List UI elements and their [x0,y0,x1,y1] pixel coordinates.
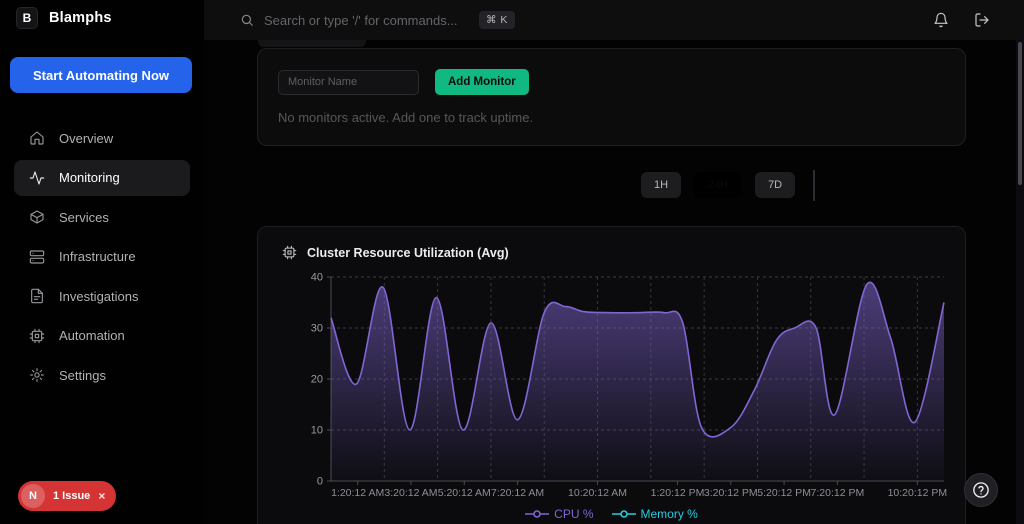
package-icon [30,210,44,224]
legend-label: CPU % [554,507,594,521]
svg-text:5:20:12 AM: 5:20:12 AM [438,487,491,499]
cpu-icon [29,328,45,343]
clipped-header-element [258,40,366,47]
svg-text:5:20:12 PM: 5:20:12 PM [757,487,811,499]
main-content: Add Monitor No monitors active. Add one … [204,40,1024,524]
svg-text:20: 20 [311,374,323,386]
search-icon [241,14,253,26]
sidebar: B Blamphs Start Automating Now Overview … [0,0,204,524]
issue-badge[interactable]: N 1 Issue × [18,481,117,511]
server-icon [29,249,45,264]
sidebar-item-label: Automation [59,328,125,343]
svg-text:3:20:12 AM: 3:20:12 AM [384,487,437,499]
legend-label: Memory % [640,507,698,521]
sidebar-item-label: Investigations [59,288,139,304]
svg-text:1:20:12 AM: 1:20:12 AM [331,487,384,499]
sidebar-item-label: Settings [59,367,106,383]
start-automating-button[interactable]: Start Automating Now [10,57,192,93]
sidebar-item-automation[interactable]: Automation [14,318,190,354]
issue-avatar: N [21,484,45,508]
chart-panel: Cluster Resource Utilization (Avg) 0 10 20… [257,226,966,524]
close-icon[interactable]: × [98,489,106,503]
sidebar-item-label: Infrastructure [59,249,136,264]
gear-icon [30,368,44,382]
search-input[interactable] [264,12,469,28]
svg-text:7:20:12 PM: 7:20:12 PM [811,487,865,499]
chart-legend: CPU % Memory % [274,507,949,521]
svg-text:40: 40 [311,272,323,284]
issue-count-label: 1 Issue [53,490,91,502]
divider [813,170,815,201]
activity-icon [29,170,45,185]
svg-text:7:20:12 AM: 7:20:12 AM [491,487,544,499]
sidebar-item-monitoring[interactable]: Monitoring [14,159,190,196]
command-search: ⌘ K [240,0,515,40]
time-range-7d-button[interactable]: 7D [755,172,796,198]
sidebar-item-settings[interactable]: Settings [14,357,190,393]
legend-item-memory[interactable]: Memory % [611,507,698,521]
memory-series-icon [611,510,636,518]
monitors-empty-state: No monitors active. Add one to track upt… [278,110,534,125]
svg-text:10:20:12 PM: 10:20:12 PM [888,487,948,499]
help-button[interactable] [964,473,998,507]
svg-text:10:20:12 AM: 10:20:12 AM [568,487,627,499]
sidebar-item-label: Services [59,209,109,225]
logout-icon[interactable] [974,12,990,28]
svg-text:30: 30 [311,323,323,335]
topbar-actions [933,0,990,40]
brand: B Blamphs [16,7,112,29]
file-text-icon [31,288,43,304]
monitor-name-input[interactable] [278,69,419,95]
sidebar-item-overview[interactable]: Overview [14,120,190,156]
home-icon [30,131,44,145]
chart-title: Cluster Resource Utilization (Avg) [307,245,509,260]
scrollbar-thumb[interactable] [1018,42,1022,185]
sidebar-item-label: Overview [59,130,114,146]
scrollbar-track [1016,40,1024,524]
time-range-selector: 1H 24H 7D [641,172,796,198]
legend-item-cpu[interactable]: CPU % [525,507,594,521]
cpu-icon [282,245,297,260]
sidebar-item-investigations[interactable]: Investigations [14,278,190,314]
sidebar-item-services[interactable]: Services [14,199,190,235]
time-range-1h-button[interactable]: 1H [641,172,682,198]
add-monitor-button[interactable]: Add Monitor [435,69,529,95]
svg-text:3:20:12 PM: 3:20:12 PM [704,487,758,499]
brand-logo-icon: B [16,7,38,29]
sidebar-nav: Overview Monitoring Services Infrastruct… [14,120,190,397]
sidebar-item-label: Monitoring [59,170,120,185]
cpu-series-icon [525,510,550,518]
shortcut-badge: ⌘ K [479,11,515,29]
topbar: ⌘ K [204,0,1024,40]
resource-utilization-chart: 0 10 20 30 40 1:20:12 AM 3:20:12 AM 5:20:12 AM 7… [274,268,949,505]
brand-name: Blamphs [49,10,112,26]
time-range-24h-button[interactable]: 24H [694,172,743,198]
svg-text:0: 0 [317,476,323,488]
svg-text:1:20:12 PM: 1:20:12 PM [651,487,705,499]
svg-text:10: 10 [311,425,323,437]
sidebar-item-infrastructure[interactable]: Infrastructure [14,239,190,275]
help-circle-icon [973,482,989,498]
monitor-panel: Add Monitor No monitors active. Add one … [257,48,966,146]
bell-icon[interactable] [933,12,949,28]
